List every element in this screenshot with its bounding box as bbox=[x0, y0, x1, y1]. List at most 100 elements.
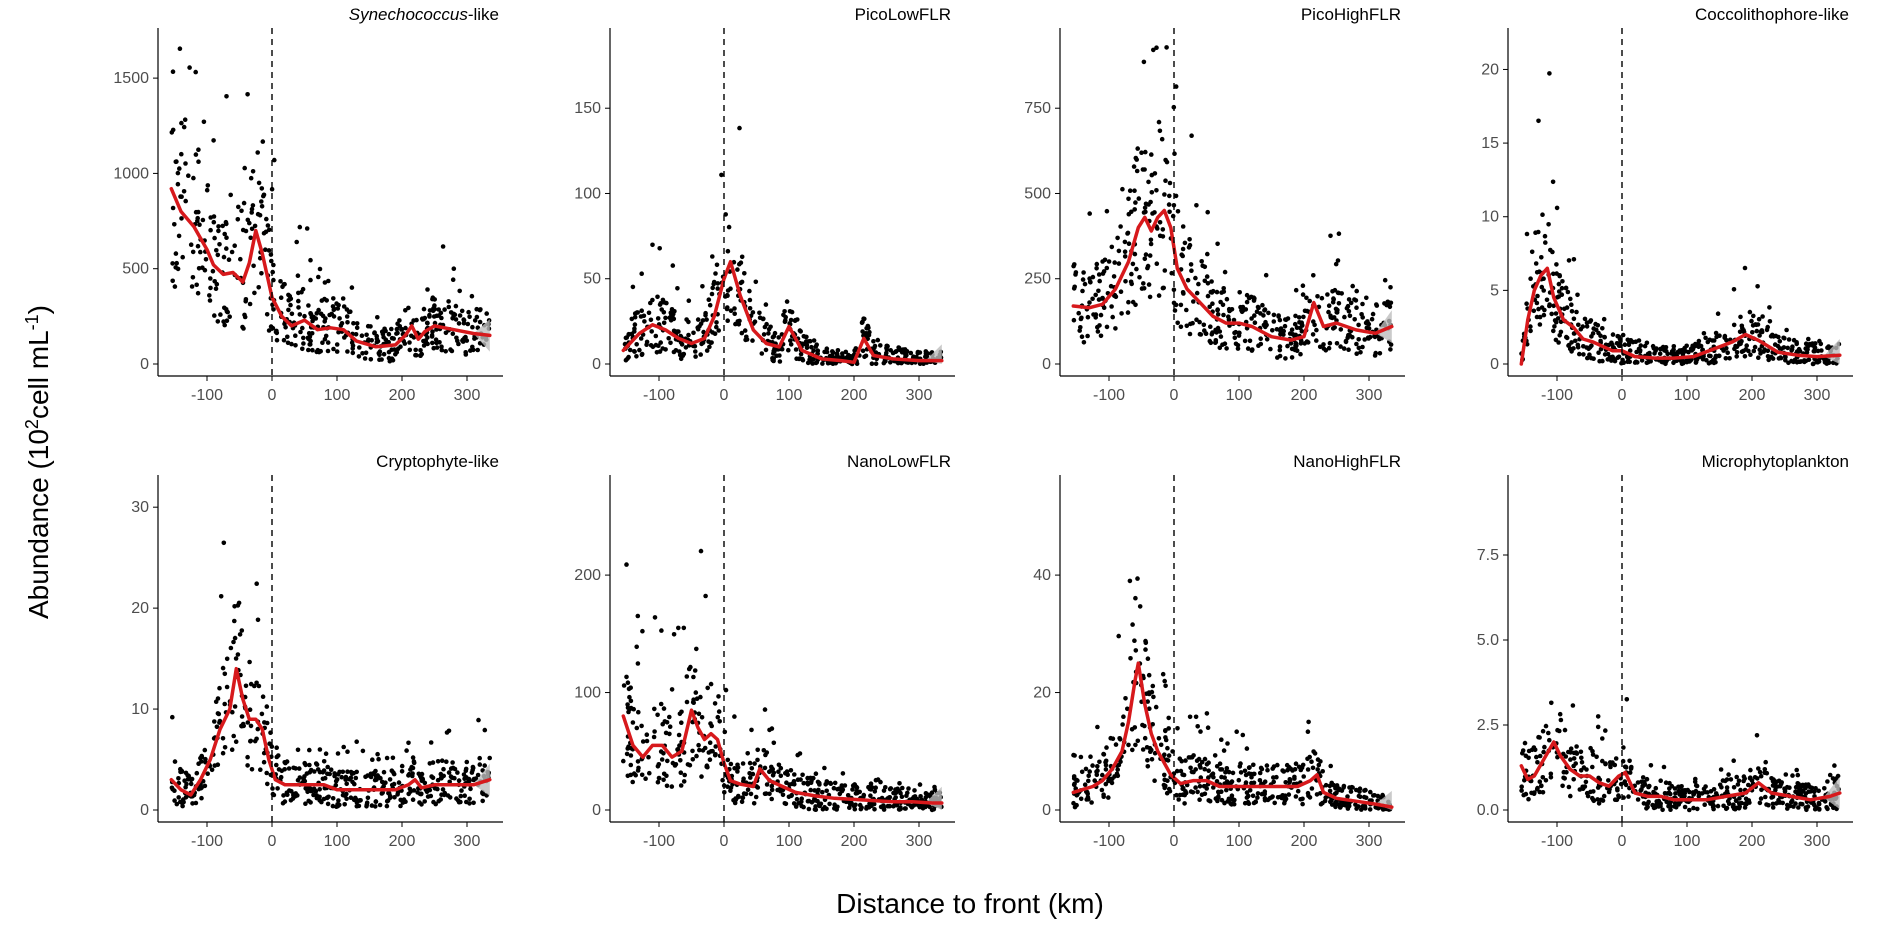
scatter-point bbox=[1214, 779, 1220, 784]
scatter-point bbox=[1224, 296, 1230, 302]
scatter-point bbox=[1758, 796, 1764, 801]
scatter-point bbox=[1388, 285, 1393, 290]
scatter-point bbox=[345, 769, 350, 774]
scatter-point bbox=[1366, 336, 1371, 341]
scatter-point bbox=[1122, 254, 1128, 259]
scatter-point bbox=[639, 308, 644, 314]
scatter-point bbox=[477, 341, 483, 346]
scatter-point bbox=[1601, 793, 1607, 799]
scatter-point bbox=[1157, 128, 1163, 134]
scatter-point bbox=[1134, 266, 1139, 272]
scatter-point bbox=[1367, 807, 1373, 812]
scatter-point bbox=[911, 354, 916, 360]
scatter-point bbox=[652, 615, 658, 620]
scatter-point bbox=[1721, 803, 1726, 809]
scatter-point bbox=[1180, 290, 1186, 295]
x-tick-label: 0 bbox=[268, 387, 277, 404]
scatter-point bbox=[1151, 47, 1156, 53]
scatter-point bbox=[1546, 222, 1551, 227]
scatter-point bbox=[379, 779, 385, 785]
scatter-point bbox=[444, 759, 449, 764]
scatter-point bbox=[1717, 782, 1723, 788]
scatter-point bbox=[1087, 276, 1092, 281]
scatter-point bbox=[1118, 759, 1123, 764]
scatter-point bbox=[732, 714, 737, 719]
scatter-point bbox=[342, 802, 348, 807]
scatter-point bbox=[469, 770, 475, 775]
scatter-point bbox=[1102, 257, 1108, 263]
scatter-point bbox=[252, 290, 257, 296]
scatter-point bbox=[1568, 746, 1574, 751]
scatter-point bbox=[1135, 576, 1140, 581]
scatter-point bbox=[233, 656, 239, 661]
scatter-point bbox=[1087, 211, 1092, 216]
scatter-point bbox=[463, 768, 469, 773]
scatter-point bbox=[410, 797, 416, 802]
scatter-point bbox=[656, 762, 662, 767]
scatter-point bbox=[1305, 767, 1311, 772]
scatter-point bbox=[634, 354, 639, 359]
scatter-point bbox=[1315, 767, 1320, 772]
scatter-point bbox=[1106, 259, 1112, 264]
scatter-point bbox=[1564, 770, 1569, 775]
scatter-point bbox=[677, 711, 683, 717]
scatter-point bbox=[1744, 801, 1749, 807]
scatter-point bbox=[1074, 802, 1079, 808]
scatter-point bbox=[313, 788, 319, 794]
scatter-point bbox=[214, 248, 219, 253]
scatter-point bbox=[1549, 311, 1554, 317]
scatter-point bbox=[196, 159, 201, 164]
scatter-point bbox=[238, 256, 243, 262]
scatter-point bbox=[470, 324, 475, 330]
scatter-point bbox=[1746, 782, 1751, 788]
scatter-point bbox=[682, 772, 687, 778]
scatter-point bbox=[256, 683, 262, 689]
scatter-point bbox=[725, 248, 731, 254]
scatter-point bbox=[1110, 736, 1116, 741]
scatter-point bbox=[1151, 694, 1156, 700]
scatter-point bbox=[1293, 794, 1299, 799]
scatter-point bbox=[442, 792, 447, 798]
scatter-point bbox=[406, 773, 411, 778]
scatter-point bbox=[1630, 339, 1636, 345]
scatter-point bbox=[1187, 237, 1192, 242]
scatter-point bbox=[1095, 329, 1101, 334]
scatter-point bbox=[1370, 311, 1376, 317]
scatter-point bbox=[1669, 783, 1675, 789]
scatter-point bbox=[1113, 326, 1118, 331]
scatter-point bbox=[1781, 335, 1786, 341]
scatter-point bbox=[835, 348, 841, 353]
scatter-point bbox=[1635, 797, 1641, 802]
scatter-point bbox=[1262, 307, 1268, 312]
scatter-point bbox=[1673, 791, 1678, 796]
scatter-point bbox=[1176, 797, 1181, 802]
scatter-point bbox=[1283, 780, 1288, 785]
scatter-point bbox=[903, 806, 908, 811]
scatter-point bbox=[1591, 789, 1596, 794]
scatter-point bbox=[341, 744, 347, 750]
scatter-point bbox=[714, 262, 720, 268]
scatter-point bbox=[726, 224, 732, 230]
scatter-point bbox=[750, 338, 755, 343]
scatter-point bbox=[408, 767, 413, 772]
scatter-point bbox=[217, 718, 223, 724]
scatter-point bbox=[1603, 728, 1608, 733]
scatter-point bbox=[684, 674, 690, 679]
scatter-point bbox=[1595, 724, 1601, 730]
scatter-point bbox=[450, 331, 456, 337]
scatter-point bbox=[196, 761, 201, 766]
scatter-point bbox=[777, 353, 782, 358]
scatter-point bbox=[731, 798, 736, 803]
scatter-point bbox=[719, 172, 724, 178]
scatter-point bbox=[625, 680, 631, 685]
scatter-point bbox=[419, 802, 424, 807]
scatter-point bbox=[1756, 316, 1762, 322]
scatter-point bbox=[1191, 299, 1196, 304]
scatter-point bbox=[183, 795, 189, 800]
scatter-point bbox=[832, 780, 838, 786]
scatter-point bbox=[1164, 159, 1170, 165]
scatter-point bbox=[266, 328, 272, 333]
scatter-point bbox=[1149, 757, 1155, 762]
scatter-point bbox=[453, 303, 459, 309]
x-tick-label: 200 bbox=[1291, 833, 1318, 850]
